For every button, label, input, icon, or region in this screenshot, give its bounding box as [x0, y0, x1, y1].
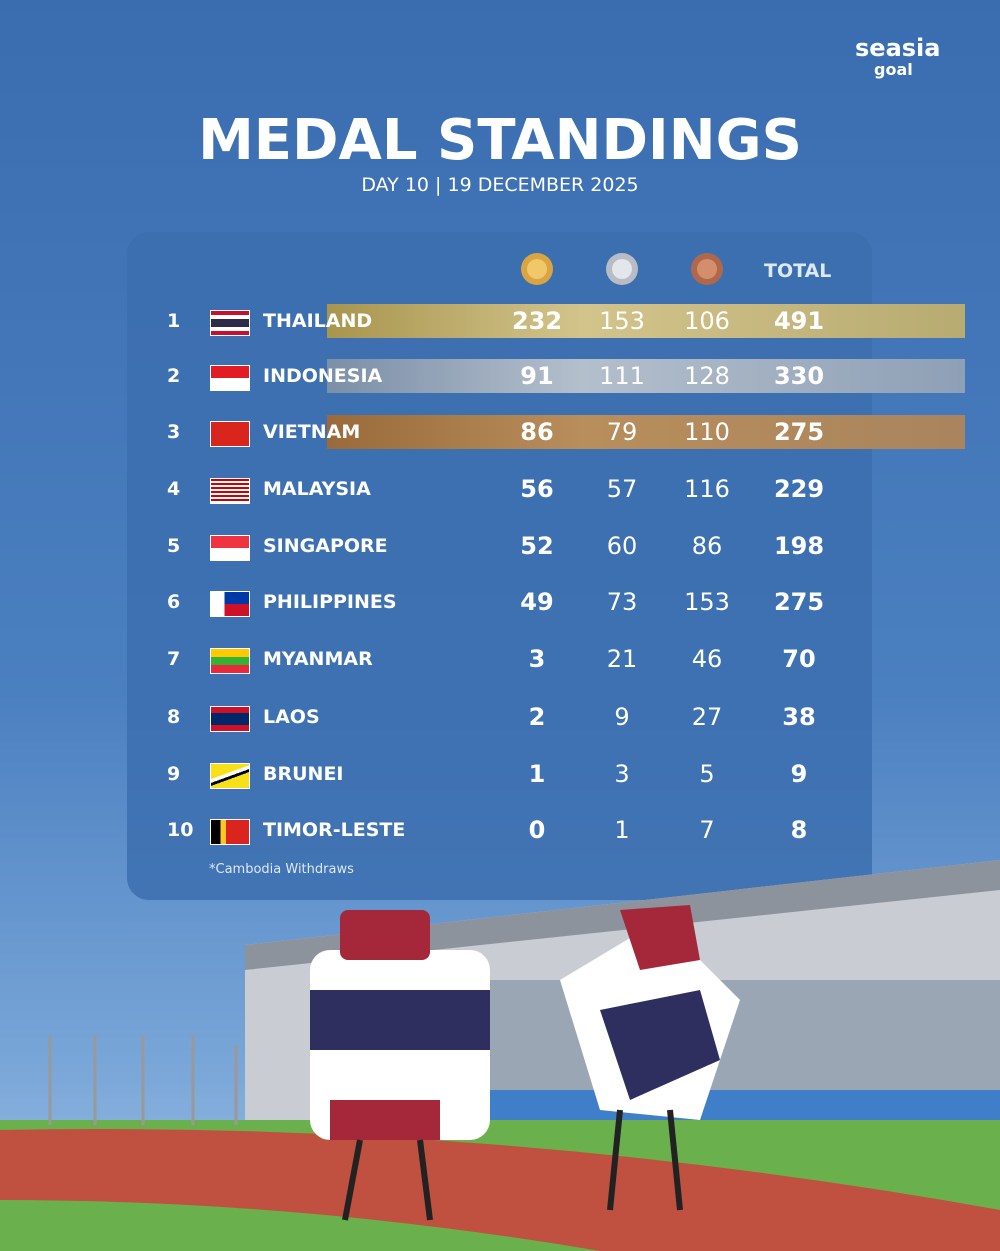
total-count: 229: [773, 475, 825, 503]
bronze-count: 7: [699, 816, 715, 844]
bronze-count: 116: [684, 475, 730, 503]
rank: 7: [167, 648, 181, 670]
logo-brand: seasia: [855, 34, 941, 62]
silver-count: 73: [606, 588, 638, 616]
bronze-count: 46: [691, 645, 723, 673]
bronze-count: 128: [684, 362, 730, 390]
total-count: 8: [790, 816, 808, 844]
flag: [210, 763, 250, 789]
silver-count: 60: [606, 532, 638, 560]
gold-count: 0: [528, 816, 546, 844]
silver-count: 1: [614, 816, 630, 844]
country: MALAYSIA: [263, 478, 371, 500]
gold-count: 56: [520, 475, 554, 503]
flag: [210, 365, 250, 391]
bronze-medal-icon: [691, 253, 723, 285]
rank: 8: [167, 706, 181, 728]
gold-count: 86: [520, 418, 554, 446]
total-count: 38: [782, 703, 816, 731]
title: MEDAL STANDINGS: [198, 108, 802, 173]
gold-count: 52: [520, 532, 554, 560]
total-count: 275: [773, 418, 825, 446]
rank: 3: [167, 421, 181, 443]
silver-count: 111: [599, 362, 645, 390]
rank: 6: [167, 591, 181, 613]
gold-count: 3: [528, 645, 546, 673]
country: MYANMAR: [263, 648, 373, 670]
bronze-count: 27: [691, 703, 723, 731]
gold-count: 49: [520, 588, 554, 616]
total-count: 275: [773, 588, 825, 616]
logo-sub: goal: [874, 60, 913, 79]
rank: 4: [167, 478, 181, 500]
scene: [0, 860, 1000, 1251]
footnote: *Cambodia Withdraws: [209, 862, 354, 877]
bronze-count: 153: [684, 588, 730, 616]
bronze-count: 86: [691, 532, 723, 560]
rank: 1: [167, 310, 181, 332]
bronze-count: 5: [699, 760, 715, 788]
rank: 5: [167, 535, 181, 557]
flag: [210, 310, 250, 336]
gold-count: 232: [511, 307, 563, 335]
table-panel: TOTAL 1 THAILAND 232 153 106 491 2 INDONESIA 91 1…: [127, 232, 965, 900]
country: SINGAPORE: [263, 535, 388, 557]
total-count: 198: [773, 532, 825, 560]
silver-count: 3: [614, 760, 630, 788]
gold-count: 1: [528, 760, 546, 788]
flag: [210, 819, 250, 845]
rank: 10: [167, 819, 194, 841]
total-count: 70: [782, 645, 816, 673]
bronze-count: 106: [684, 307, 730, 335]
flag: [210, 648, 250, 674]
silver-count: 153: [599, 307, 645, 335]
flag: [210, 478, 250, 504]
country: LAOS: [263, 706, 320, 728]
row-highlight: [327, 304, 965, 338]
country: VIETNAM: [263, 421, 361, 443]
silver-count: 21: [606, 645, 638, 673]
flag: [210, 535, 250, 561]
total-count: 491: [773, 307, 825, 335]
silver-count: 79: [606, 418, 638, 446]
rank: 9: [167, 763, 181, 785]
total-count: 9: [790, 760, 808, 788]
country: TIMOR-LESTE: [263, 819, 406, 841]
flag: [210, 591, 250, 617]
silver-count: 9: [614, 703, 630, 731]
silver-count: 57: [606, 475, 638, 503]
rank: 2: [167, 365, 181, 387]
gold-count: 2: [528, 703, 546, 731]
country: PHILIPPINES: [263, 591, 397, 613]
total-count: 330: [773, 362, 825, 390]
country: THAILAND: [263, 310, 373, 332]
flag: [210, 706, 250, 732]
subtitle: DAY 10 | 19 DECEMBER 2025: [361, 174, 639, 196]
flag: [210, 421, 250, 447]
country: INDONESIA: [263, 365, 383, 387]
total-header: TOTAL: [764, 260, 832, 282]
gold-count: 91: [520, 362, 554, 390]
bronze-count: 110: [684, 418, 730, 446]
gold-medal-icon: [521, 253, 553, 285]
row-highlight: [327, 415, 965, 449]
country: BRUNEI: [263, 763, 344, 785]
silver-medal-icon: [606, 253, 638, 285]
row-highlight: [327, 359, 965, 393]
